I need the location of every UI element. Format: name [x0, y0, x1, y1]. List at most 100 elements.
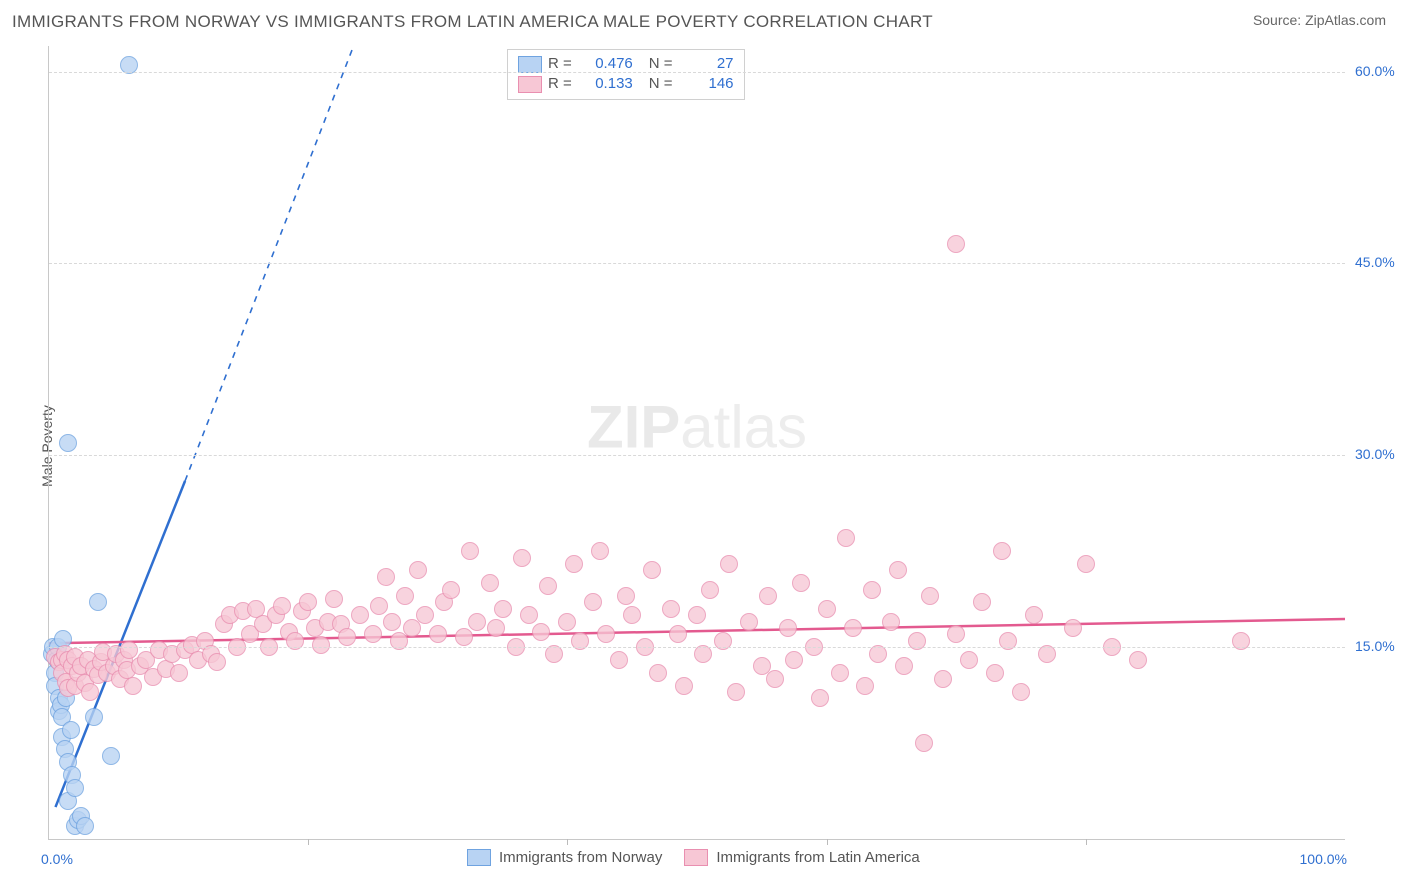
data-point-latin	[844, 619, 862, 637]
data-point-latin	[396, 587, 414, 605]
data-point-latin	[565, 555, 583, 573]
data-point-latin	[740, 613, 758, 631]
data-point-latin	[856, 677, 874, 695]
chart-title: IMMIGRANTS FROM NORWAY VS IMMIGRANTS FRO…	[12, 12, 933, 32]
data-point-latin	[597, 625, 615, 643]
data-point-latin	[170, 664, 188, 682]
data-point-norway	[66, 779, 84, 797]
data-point-latin	[520, 606, 538, 624]
data-point-latin	[934, 670, 952, 688]
data-point-latin	[539, 577, 557, 595]
data-point-latin	[370, 597, 388, 615]
data-point-latin	[610, 651, 628, 669]
legend-row-latin: R =0.133N =146	[518, 74, 734, 94]
data-point-latin	[720, 555, 738, 573]
data-point-latin	[1025, 606, 1043, 624]
data-point-latin	[364, 625, 382, 643]
y-tick-label: 30.0%	[1355, 446, 1395, 462]
data-point-latin	[584, 593, 602, 611]
legend-item-latin: Immigrants from Latin America	[684, 849, 919, 866]
data-point-latin	[494, 600, 512, 618]
data-point-latin	[792, 574, 810, 592]
data-point-latin	[727, 683, 745, 701]
data-point-latin	[675, 677, 693, 695]
data-point-latin	[429, 625, 447, 643]
data-point-latin	[915, 734, 933, 752]
legend-item-norway: Immigrants from Norway	[467, 849, 662, 866]
data-point-latin	[124, 677, 142, 695]
data-point-latin	[960, 651, 978, 669]
legend-swatch-icon	[518, 76, 542, 93]
r-value: 0.133	[578, 74, 633, 94]
data-point-latin	[377, 568, 395, 586]
data-point-latin	[591, 542, 609, 560]
data-point-norway	[102, 747, 120, 765]
legend-swatch-icon	[467, 849, 491, 866]
series-legend: Immigrants from Norway Immigrants from La…	[467, 849, 920, 866]
data-point-latin	[837, 529, 855, 547]
gridline	[49, 263, 1345, 264]
data-point-norway	[59, 434, 77, 452]
data-point-latin	[1129, 651, 1147, 669]
data-point-latin	[662, 600, 680, 618]
data-point-latin	[766, 670, 784, 688]
data-point-latin	[208, 653, 226, 671]
x-tick	[1086, 839, 1087, 845]
source-link[interactable]: ZipAtlas.com	[1305, 12, 1386, 28]
data-point-latin	[688, 606, 706, 624]
data-point-latin	[617, 587, 635, 605]
data-point-latin	[947, 235, 965, 253]
chart-plot-area: ZIPatlas R =0.476N =27R =0.133N =146 Imm…	[48, 46, 1345, 840]
data-point-latin	[895, 657, 913, 675]
data-point-latin	[882, 613, 900, 631]
data-point-latin	[649, 664, 667, 682]
data-point-latin	[455, 628, 473, 646]
gridline	[49, 455, 1345, 456]
data-point-latin	[1012, 683, 1030, 701]
x-min-label: 0.0%	[41, 851, 73, 867]
data-point-latin	[831, 664, 849, 682]
y-tick-label: 60.0%	[1355, 63, 1395, 79]
gridline	[49, 647, 1345, 648]
data-point-norway	[76, 817, 94, 835]
data-point-latin	[1077, 555, 1095, 573]
data-point-latin	[1064, 619, 1082, 637]
data-point-latin	[120, 641, 138, 659]
data-point-latin	[273, 597, 291, 615]
data-point-latin	[921, 587, 939, 605]
data-point-latin	[487, 619, 505, 637]
data-point-latin	[299, 593, 317, 611]
data-point-latin	[325, 590, 343, 608]
data-point-latin	[442, 581, 460, 599]
data-point-latin	[818, 600, 836, 618]
data-point-latin	[558, 613, 576, 631]
data-point-latin	[481, 574, 499, 592]
y-tick-label: 15.0%	[1355, 638, 1395, 654]
data-point-latin	[759, 587, 777, 605]
x-tick	[567, 839, 568, 845]
data-point-latin	[701, 581, 719, 599]
data-point-latin	[409, 561, 427, 579]
data-point-latin	[81, 683, 99, 701]
data-point-norway	[85, 708, 103, 726]
data-point-latin	[863, 581, 881, 599]
source-label: Source: ZipAtlas.com	[1253, 12, 1386, 28]
data-point-latin	[532, 623, 550, 641]
data-point-latin	[779, 619, 797, 637]
x-max-label: 100.0%	[1300, 851, 1347, 867]
data-point-latin	[669, 625, 687, 643]
x-tick	[827, 839, 828, 845]
data-point-latin	[643, 561, 661, 579]
legend-swatch-icon	[518, 56, 542, 73]
data-point-latin	[973, 593, 991, 611]
data-point-norway	[89, 593, 107, 611]
data-point-latin	[351, 606, 369, 624]
legend-swatch-icon	[684, 849, 708, 866]
data-point-latin	[461, 542, 479, 560]
data-point-latin	[811, 689, 829, 707]
data-point-latin	[416, 606, 434, 624]
data-point-latin	[986, 664, 1004, 682]
data-point-latin	[383, 613, 401, 631]
data-point-latin	[785, 651, 803, 669]
watermark: ZIPatlas	[587, 392, 807, 461]
